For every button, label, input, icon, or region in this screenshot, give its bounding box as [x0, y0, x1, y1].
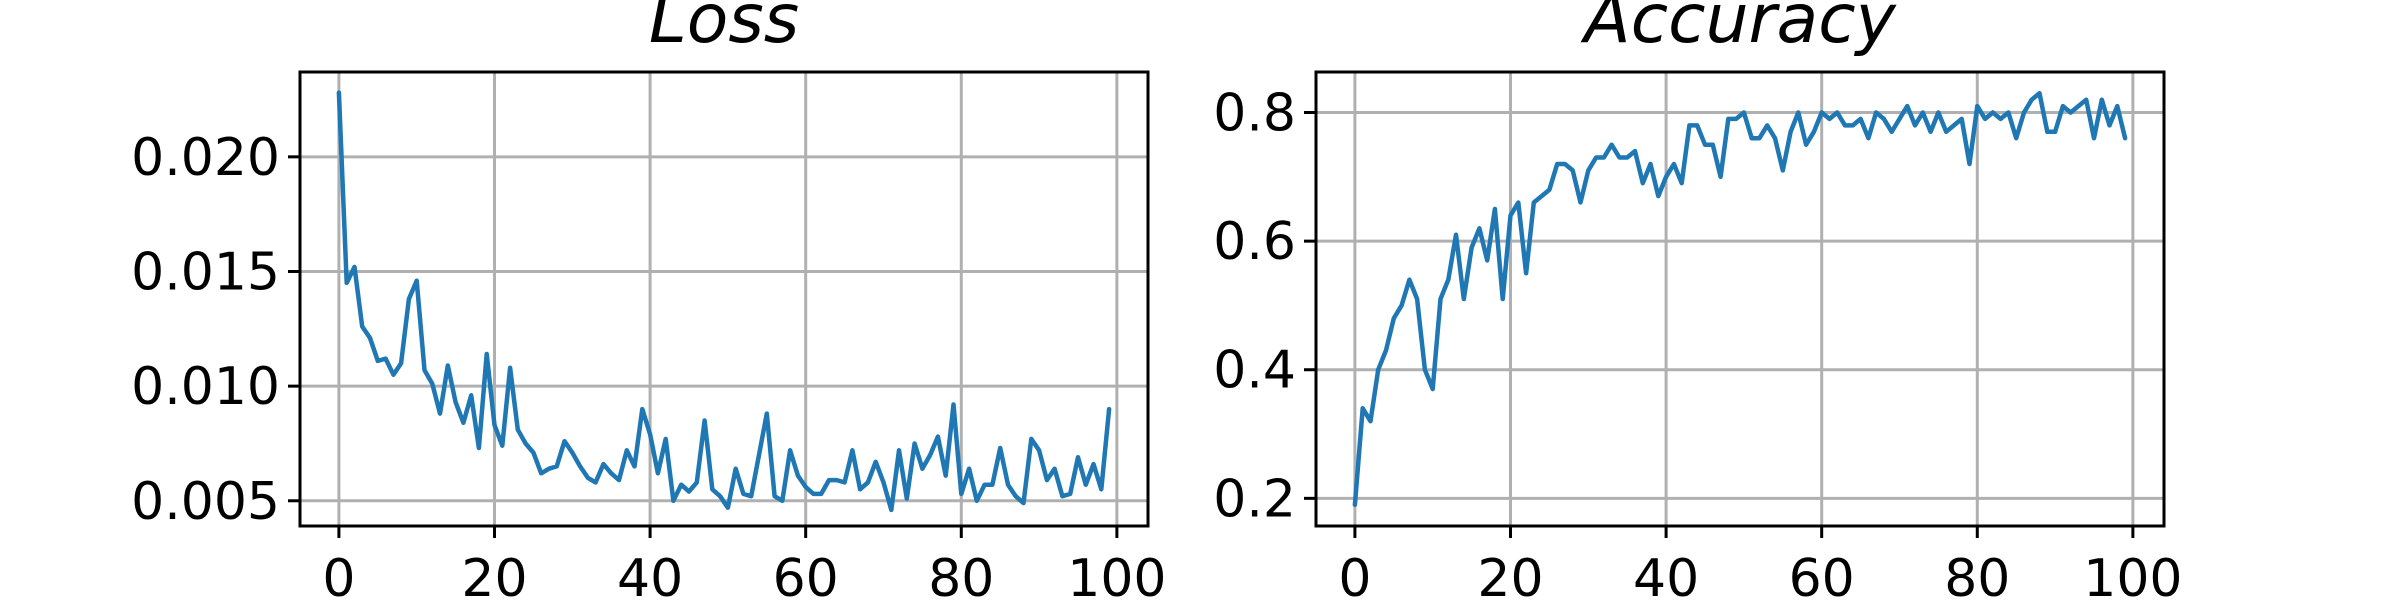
loss-y-tick-label: 0.010 — [131, 357, 280, 417]
loss-y-tick-label: 0.020 — [131, 128, 280, 188]
accuracy-plot-frame — [1314, 70, 2166, 528]
loss-series-line — [336, 90, 1112, 513]
loss-title: Loss — [649, 0, 799, 59]
accuracy-x-tick-label: 100 — [2083, 549, 2182, 600]
loss-x-tick-label: 20 — [461, 549, 527, 600]
accuracy-series-line — [1352, 90, 2128, 508]
loss-ticks: 0 20 40 60 80 100 0.005 0.010 0.015 0.020 — [131, 128, 1166, 600]
accuracy-panel: Accuracy 0 20 40 60 80 100 0.2 0.4 0.6 0.8 — [1213, 0, 2182, 600]
accuracy-x-tick-label: 60 — [1789, 549, 1855, 600]
accuracy-y-tick-label: 0.4 — [1213, 341, 1296, 401]
loss-x-tick-label: 60 — [773, 549, 839, 600]
accuracy-series — [1352, 90, 2128, 508]
loss-x-tick-label: 40 — [617, 549, 683, 600]
loss-x-tick-label: 100 — [1067, 549, 1166, 600]
accuracy-x-tick-label: 40 — [1633, 549, 1699, 600]
accuracy-ticks: 0 20 40 60 80 100 0.2 0.4 0.6 0.8 — [1213, 84, 2182, 600]
loss-y-tick-label: 0.005 — [131, 472, 280, 532]
loss-series — [336, 90, 1112, 513]
accuracy-x-tick-label: 20 — [1477, 549, 1543, 600]
loss-x-tick-label: 80 — [928, 549, 994, 600]
loss-plot-frame — [298, 70, 1150, 528]
accuracy-y-tick-label: 0.6 — [1213, 212, 1296, 272]
accuracy-x-tick-label: 0 — [1338, 549, 1371, 600]
loss-x-tick-label: 0 — [322, 549, 355, 600]
accuracy-grid — [1316, 72, 2164, 526]
accuracy-y-tick-label: 0.8 — [1213, 84, 1296, 144]
loss-grid — [300, 72, 1148, 526]
accuracy-x-tick-label: 80 — [1944, 549, 2010, 600]
accuracy-y-tick-label: 0.2 — [1213, 469, 1296, 529]
loss-panel: Loss 0 20 40 60 80 100 0.005 0.010 0.015 0.020 — [131, 0, 1166, 600]
accuracy-title: Accuracy — [1580, 0, 1896, 59]
loss-y-tick-label: 0.015 — [131, 242, 280, 302]
